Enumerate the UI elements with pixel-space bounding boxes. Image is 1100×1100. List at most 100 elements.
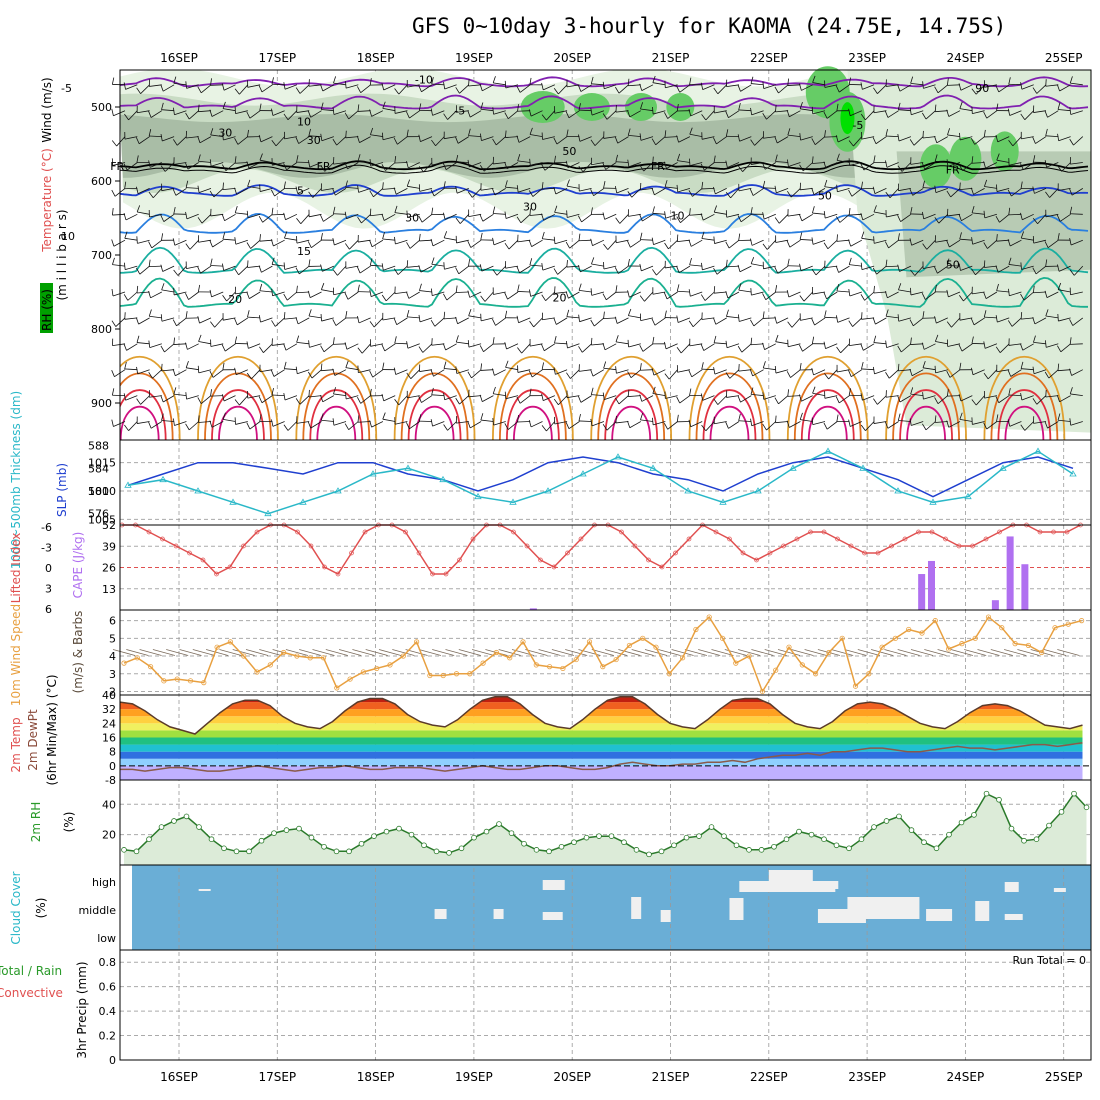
wind-barb: [590, 288, 605, 296]
wind-barb-staff: [506, 162, 519, 170]
wind-barb-staff: [640, 136, 654, 141]
wind-barb-flag: [775, 415, 777, 423]
wind-barb-flag: [762, 293, 767, 300]
wind-barb-flag: [431, 77, 434, 85]
wind-barb-flag: [590, 387, 594, 395]
wind-barb-flag: [922, 360, 926, 368]
wind-barb-staff: [433, 188, 445, 197]
wind-barb-flag: [345, 261, 347, 269]
wind-barb: [713, 84, 727, 95]
ylabel-lifted-index: Lifted Index: [9, 533, 23, 604]
wind-barb: [307, 421, 322, 429]
rh-marker: [771, 843, 777, 850]
wind-barb: [467, 159, 482, 168]
wind-barb-staff: [1021, 265, 1034, 270]
wind-barb-staff: [874, 188, 887, 194]
wind-tick-label: 5: [109, 632, 116, 645]
rh-marker: [446, 850, 452, 856]
wind-barb: [996, 234, 1010, 242]
wind-barb-flag: [222, 232, 226, 240]
wind-barb-flag: [504, 211, 507, 219]
wind-barb-flag: [565, 160, 569, 168]
wind-barb: [639, 291, 654, 302]
wind-barb-staff: [689, 162, 703, 167]
wind-barb-staff: [740, 213, 752, 223]
panel-frame: [119, 609, 1092, 696]
wind-barb-flag: [418, 215, 423, 223]
wind-barb-flag: [258, 85, 263, 93]
wind-barb: [320, 183, 334, 191]
wind-barb-staff: [136, 161, 150, 163]
wind-barb: [578, 343, 592, 353]
wind-barb-flag: [652, 417, 654, 425]
wind-barb: [897, 343, 912, 353]
wind-barb: [946, 78, 961, 86]
wind-barb-flag: [848, 207, 851, 216]
wind-barb: [504, 291, 519, 300]
wind-barb: [996, 283, 1010, 293]
wind-barb-staff: [457, 317, 469, 325]
wind-barb-staff: [861, 368, 875, 371]
wind-barb-flag: [259, 414, 262, 422]
wind-barb: [725, 110, 740, 119]
wind-barb: [234, 286, 248, 295]
wind-barb-flag: [431, 257, 435, 265]
wind10m-marker: [600, 664, 606, 670]
rh-marker: [783, 836, 790, 842]
wind-barb: [824, 179, 838, 189]
wind-barb: [750, 76, 764, 86]
wind-barb: [910, 265, 924, 276]
wind-barb: [528, 188, 543, 197]
wind-barb-flag: [701, 312, 703, 320]
wind-barb-staff: [790, 369, 801, 378]
warm-isotherm: [885, 355, 967, 440]
wind-barb-flag: [713, 416, 715, 424]
wind-barb-staff: [533, 317, 543, 328]
wind-barb-staff: [1049, 188, 1059, 198]
wind-barb: [258, 315, 273, 323]
wind-barb-flag: [345, 81, 347, 89]
rh-marker: [258, 837, 265, 844]
wind-barb-flag: [651, 368, 655, 376]
wind-barb-flag: [664, 391, 666, 399]
wind-barb-staff: [505, 265, 519, 269]
wind-barb-staff: [214, 317, 224, 328]
wind-barb-flag: [210, 339, 212, 347]
wind-barb: [565, 160, 580, 169]
bottom-date-label: 16SEP: [160, 1070, 198, 1084]
wind-barb: [909, 317, 924, 327]
wind-barb: [1069, 418, 1083, 426]
wind-barb: [627, 209, 641, 217]
lifted-index-marker: [578, 536, 584, 542]
wind-barb: [725, 188, 740, 199]
wind-barb: [701, 421, 715, 432]
wind-barb-flag: [750, 337, 753, 345]
wind-barb-staff: [456, 421, 469, 424]
wind-barb-staff: [152, 369, 163, 379]
wind-barb: [750, 157, 764, 165]
wind-barb: [492, 265, 506, 276]
wind-barb: [884, 239, 899, 249]
warm-isotherm: [997, 389, 1052, 440]
wind-barb-staff: [972, 291, 985, 295]
panel-frame: [119, 949, 1092, 1061]
wind-barb: [283, 162, 298, 171]
wind-barb-flag: [541, 294, 546, 301]
wind-barb-staff: [1022, 213, 1034, 221]
wind10m-marker: [932, 618, 938, 624]
wind-barb: [750, 337, 764, 346]
wind10m-marker: [320, 655, 327, 661]
wind-barb: [480, 102, 494, 112]
wind-barb-staff: [409, 110, 420, 119]
wind10m-marker: [999, 625, 1005, 631]
wind-barb: [983, 129, 997, 138]
thickness-line-marker: [369, 470, 377, 477]
wind-barb-staff: [836, 421, 850, 422]
wind-barb: [689, 257, 703, 267]
wind-barb-staff: [518, 317, 531, 324]
wind-barb: [258, 84, 273, 93]
wind-barb-staff: [802, 162, 813, 172]
wind-barb-staff: [578, 420, 592, 422]
wind-barb-flag: [357, 104, 360, 112]
wind-barb-staff: [336, 136, 347, 146]
